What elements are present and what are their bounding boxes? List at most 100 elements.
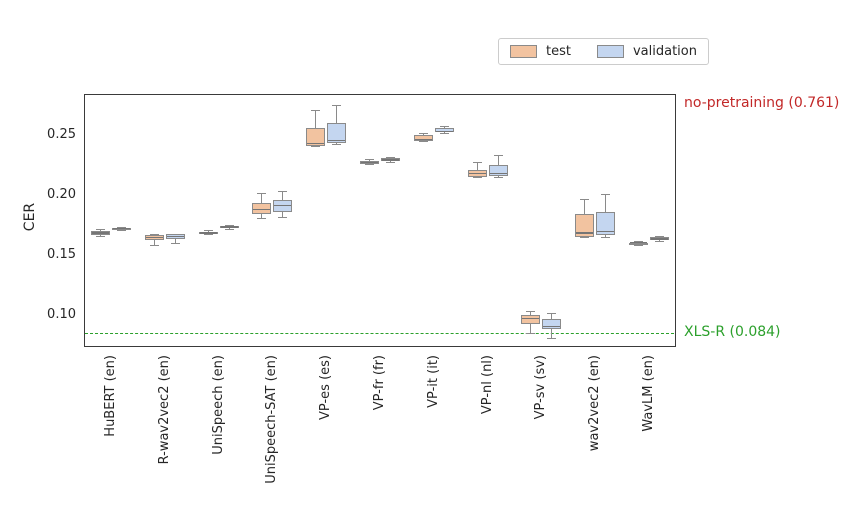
median-validation-10 — [651, 238, 669, 240]
whisker-cap-bottom-validation-3 — [278, 217, 288, 218]
whisker-cap-top-test-9 — [580, 199, 590, 201]
legend-label-test: test — [546, 44, 571, 59]
whisker-cap-top-validation-8 — [547, 312, 557, 314]
y-tick-label-0: 0.10 — [47, 306, 76, 322]
whisker-cap-top-test-10 — [634, 240, 644, 242]
whisker-cap-top-test-2 — [203, 230, 213, 232]
legend-swatch-test — [510, 45, 537, 58]
median-test-1 — [145, 237, 163, 239]
x-category-label-3: UniSpeech-SAT (en) — [264, 355, 280, 484]
whisker-cap-top-test-5 — [365, 159, 374, 161]
median-validation-6 — [435, 130, 453, 132]
x-category-label-10: WavLM (en) — [641, 355, 657, 432]
whisker-cap-bottom-validation-7 — [493, 177, 503, 179]
whisker-cap-bottom-test-5 — [365, 164, 374, 166]
whisker-cap-top-validation-6 — [439, 125, 449, 127]
annotation-no-pretraining: no-pretraining (0.761) — [684, 95, 840, 111]
xlsr-reference-line — [85, 332, 674, 334]
whisker-cap-bottom-validation-9 — [601, 237, 611, 239]
box-validation-10 — [650, 236, 670, 241]
whisker-cap-bottom-validation-0 — [116, 230, 126, 232]
whisker-cap-bottom-test-9 — [580, 237, 590, 239]
x-category-label-8: VP-sv (sv) — [533, 355, 549, 420]
whisker-cap-top-test-4 — [311, 110, 321, 112]
median-validation-9 — [597, 231, 615, 233]
median-test-0 — [91, 232, 109, 234]
y-tick-label-1: 0.15 — [47, 246, 76, 262]
whisker-cap-bottom-validation-8 — [547, 338, 557, 340]
x-category-label-4: VP-es (es) — [318, 355, 334, 420]
legend-label-validation: validation — [632, 44, 697, 59]
whisker-cap-bottom-validation-5 — [386, 161, 395, 163]
whisker-cap-bottom-validation-6 — [439, 133, 449, 135]
x-category-label-9: wav2vec2 (en) — [587, 355, 603, 452]
box-test-4 — [306, 127, 326, 146]
median-validation-4 — [328, 140, 346, 142]
whisker-cap-bottom-test-10 — [634, 244, 644, 246]
whisker-cap-bottom-test-7 — [472, 177, 482, 179]
box-validation-9 — [596, 211, 616, 236]
whisker-cap-top-validation-3 — [278, 190, 288, 192]
x-category-label-6: VP-it (it) — [425, 355, 441, 408]
whisker-cap-top-test-1 — [149, 233, 159, 235]
whisker-cap-bottom-test-2 — [203, 233, 213, 235]
whisker-cap-top-validation-7 — [493, 154, 503, 156]
whisker-cap-top-test-0 — [95, 228, 105, 230]
whisker-cap-bottom-test-8 — [526, 333, 536, 335]
whisker-cap-top-test-6 — [418, 133, 428, 135]
whisker-cap-top-test-8 — [526, 310, 536, 312]
median-validation-8 — [543, 326, 561, 328]
box-validation-6 — [434, 127, 454, 133]
x-category-label-1: R-wav2vec2 (en) — [156, 355, 172, 465]
median-test-2 — [199, 232, 217, 234]
median-validation-0 — [112, 227, 130, 229]
median-validation-5 — [382, 159, 399, 161]
box-validation-4 — [327, 122, 347, 144]
legend-swatch-validation — [596, 45, 624, 58]
x-category-label-2: UniSpeech (en) — [210, 355, 226, 455]
box-test-6 — [413, 134, 433, 141]
median-test-4 — [307, 142, 325, 144]
legend-entry-validation: validation — [596, 44, 697, 59]
whisker-cap-top-test-3 — [257, 193, 267, 195]
box-validation-8 — [542, 319, 562, 329]
x-category-label-0: HuBERT (en) — [102, 355, 118, 437]
median-validation-7 — [489, 172, 507, 174]
whisker-cap-top-validation-9 — [601, 194, 611, 196]
whisker-cap-bottom-validation-1 — [170, 243, 180, 245]
whisker-cap-top-test-7 — [472, 161, 482, 163]
y-tick-label-2: 0.20 — [47, 186, 76, 202]
x-category-label-5: VP-fr (fr) — [372, 355, 387, 411]
median-test-3 — [253, 208, 271, 210]
whisker-validation-1 — [174, 234, 176, 244]
median-test-10 — [630, 242, 648, 244]
whisker-cap-bottom-test-3 — [257, 218, 267, 220]
whisker-cap-bottom-test-0 — [95, 236, 105, 238]
whisker-cap-bottom-test-6 — [418, 141, 428, 143]
median-validation-1 — [166, 236, 184, 238]
median-test-8 — [522, 317, 540, 319]
y-tick-label-3: 0.25 — [47, 126, 76, 142]
whisker-cap-bottom-test-4 — [311, 146, 321, 148]
whisker-cap-bottom-validation-4 — [332, 143, 342, 145]
median-test-6 — [414, 138, 432, 141]
box-test-8 — [521, 314, 541, 325]
box-validation-7 — [488, 164, 508, 176]
median-test-9 — [576, 232, 594, 234]
legend: test validation — [498, 38, 709, 65]
median-validation-2 — [220, 226, 238, 228]
x-category-label-7: VP-nl (nl) — [479, 355, 495, 415]
median-validation-3 — [274, 204, 292, 207]
whisker-cap-bottom-validation-2 — [224, 228, 234, 230]
whisker-cap-top-validation-4 — [332, 105, 342, 107]
whisker-cap-bottom-test-1 — [149, 244, 159, 246]
annotation-xlsr: XLS-R (0.084) — [684, 324, 781, 340]
whisker-cap-bottom-validation-10 — [655, 240, 665, 242]
legend-entry-test: test — [510, 44, 571, 59]
whisker-cap-top-validation-0 — [116, 226, 126, 228]
y-axis-label: CER — [22, 202, 38, 232]
median-test-5 — [361, 161, 378, 163]
box-test-9 — [575, 213, 595, 237]
median-test-7 — [468, 172, 486, 174]
